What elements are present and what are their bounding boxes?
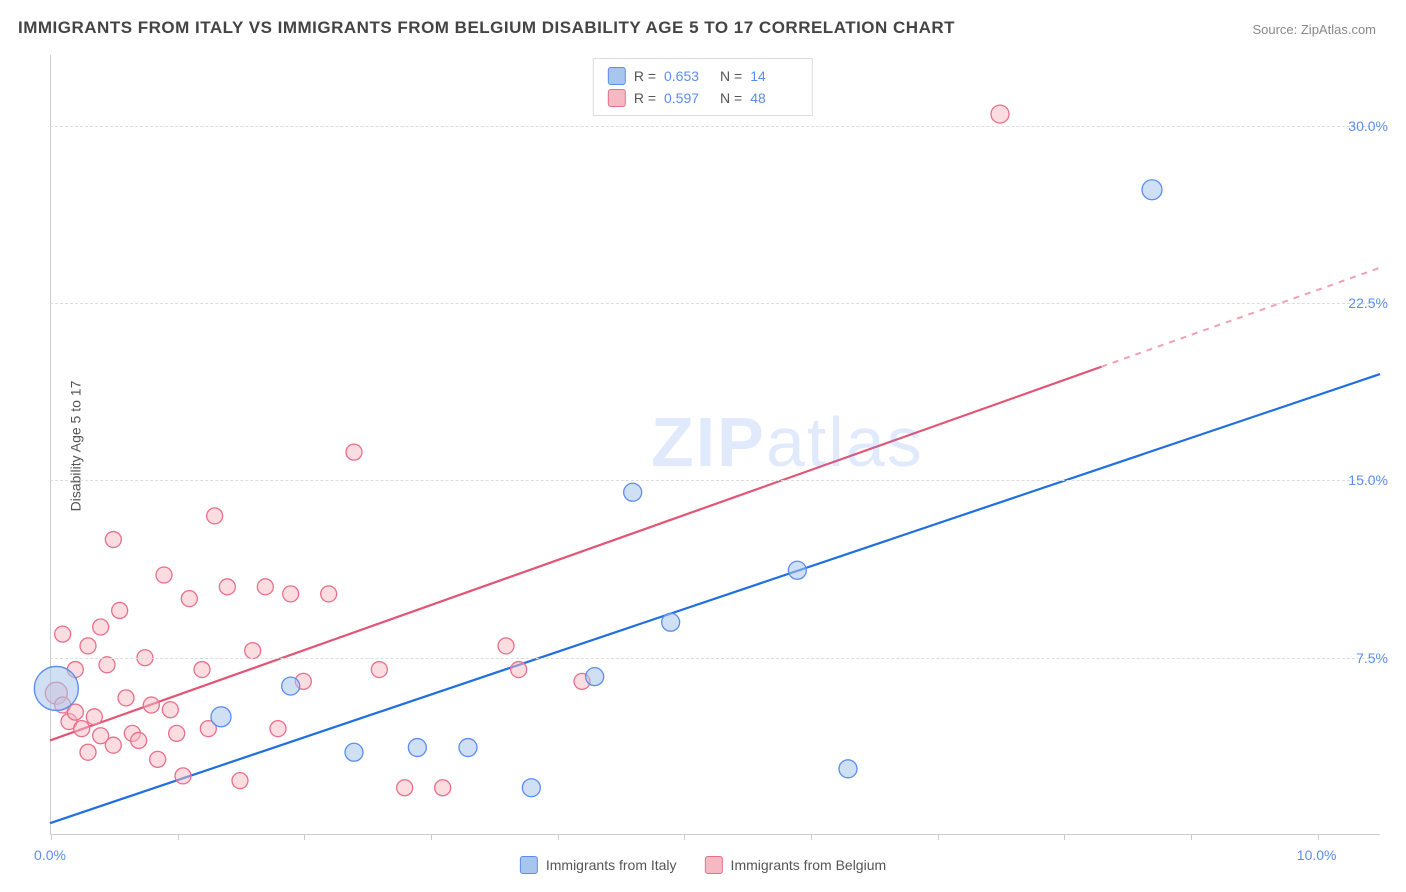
legend-series-item: Immigrants from Italy [520, 856, 677, 874]
legend-n-label: N = [720, 65, 742, 87]
legend-swatch [520, 856, 538, 874]
x-tick-label: 10.0% [1297, 847, 1337, 863]
legend-row: R = 0.597 N = 48 [608, 87, 798, 109]
legend-r-label: R = [634, 65, 656, 87]
legend-series-label: Immigrants from Italy [546, 857, 677, 873]
legend-series-item: Immigrants from Belgium [705, 856, 887, 874]
legend-r-value: 0.653 [664, 65, 712, 87]
legend-n-value: 48 [750, 87, 798, 109]
gridline [50, 303, 1380, 304]
legend-n-value: 14 [750, 65, 798, 87]
y-tick-label: 15.0% [1348, 472, 1388, 488]
y-tick-label: 30.0% [1348, 118, 1388, 134]
gridline [50, 126, 1380, 127]
legend-row: R = 0.653 N = 14 [608, 65, 798, 87]
y-tick-label: 22.5% [1348, 295, 1388, 311]
legend-series: Immigrants from Italy Immigrants from Bel… [520, 856, 886, 874]
x-tick-label: 0.0% [34, 847, 66, 863]
chart-title: IMMIGRANTS FROM ITALY VS IMMIGRANTS FROM… [18, 18, 955, 38]
source-label: Source: ZipAtlas.com [1252, 22, 1376, 37]
legend-r-label: R = [634, 87, 656, 109]
legend-r-value: 0.597 [664, 87, 712, 109]
legend-swatch [705, 856, 723, 874]
legend-swatch [608, 67, 626, 85]
legend-correlation: R = 0.653 N = 14 R = 0.597 N = 48 [593, 58, 813, 116]
legend-series-label: Immigrants from Belgium [731, 857, 887, 873]
legend-n-label: N = [720, 87, 742, 109]
y-tick-label: 7.5% [1356, 650, 1388, 666]
gridline [50, 480, 1380, 481]
gridline [50, 658, 1380, 659]
legend-swatch [608, 89, 626, 107]
scatter-chart [50, 55, 1380, 835]
